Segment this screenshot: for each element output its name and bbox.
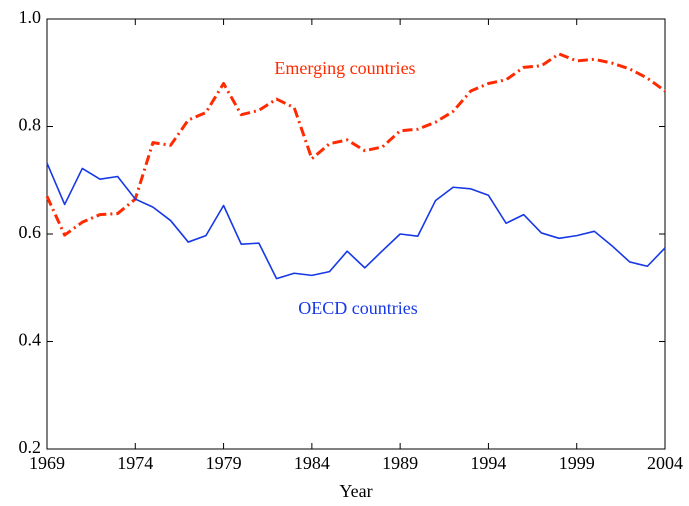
y-tick-label: 0.6 [19,222,42,242]
x-tick-label: 2004 [647,453,683,473]
y-tick-label: 0.4 [19,330,42,350]
x-axis-label: Year [339,481,372,501]
x-tick-label: 1989 [382,453,418,473]
series-label: OECD countries [298,298,417,318]
plot-frame [46,18,666,450]
y-tick-label: 1.0 [19,7,42,27]
x-tick-label: 1974 [117,453,153,473]
series-label: Emerging countries [274,58,415,78]
x-tick-label: 1999 [559,453,595,473]
series-line [46,162,666,280]
x-tick-label: 1979 [206,453,242,473]
y-tick-label: 0.8 [19,115,42,135]
x-tick-label: 1969 [29,453,65,473]
x-tick-label: 1994 [470,453,506,473]
series-line [45,52,666,237]
x-tick-label: 1984 [294,453,330,473]
y-tick-label: 0.2 [19,437,42,457]
